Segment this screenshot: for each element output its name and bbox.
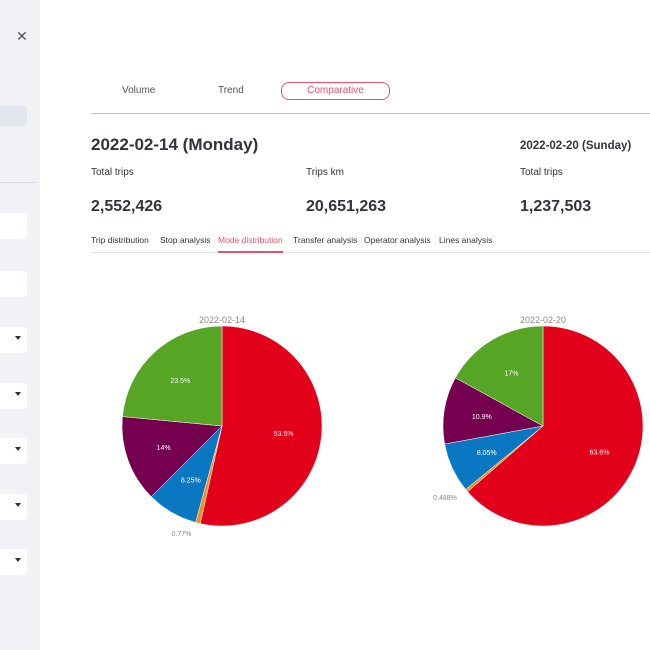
subtab-transfer-analysis[interactable]: Transfer analysis	[293, 235, 358, 245]
sidebar-select[interactable]	[0, 438, 27, 464]
sidebar-select[interactable]	[0, 549, 27, 575]
subtab-operator-analysis[interactable]: Operator analysis	[364, 235, 431, 245]
chevron-down-icon	[15, 558, 21, 562]
slice-label: 0.488%	[433, 495, 457, 502]
slice-label: 14%	[157, 445, 171, 452]
sidebar-selected-item[interactable]	[0, 106, 27, 126]
pie-title: 2022-02-20	[520, 315, 566, 325]
tab-volume[interactable]: Volume	[122, 85, 156, 96]
chevron-down-icon	[15, 503, 21, 507]
left-date-title: 2022-02-14 (Monday)	[91, 135, 259, 154]
slice-label: 17%	[504, 371, 518, 378]
close-icon[interactable]: ✕	[16, 28, 28, 44]
pie-slice[interactable]	[122, 325, 223, 427]
metric-value: 1,237,503	[520, 198, 592, 215]
slice-label: 23.5%	[170, 378, 190, 385]
sidebar-input[interactable]	[0, 213, 27, 239]
subtab-trip-distribution[interactable]: Trip distribution	[91, 235, 149, 245]
analysis-tabs: Trip distribution Stop analysis Mode dis…	[91, 234, 650, 253]
metric-label: Total trips	[520, 167, 563, 178]
slice-label: 8.25%	[181, 478, 201, 485]
pie-slice[interactable]	[121, 416, 223, 498]
sidebar-select[interactable]	[0, 383, 27, 409]
sidebar-select[interactable]	[0, 327, 27, 353]
divider	[0, 182, 37, 183]
metric-label: Trips km	[306, 167, 344, 178]
slice-label: 8.05%	[477, 450, 497, 457]
sidebar-select[interactable]	[0, 494, 27, 520]
sidebar: ✕	[0, 0, 40, 650]
pie-chart: 2022-02-20 63.6% 0.488% 8.05% 10.9% 17%	[433, 315, 644, 527]
subtab-lines-analysis[interactable]: Lines analysis	[439, 235, 493, 245]
pie-title: 2022-02-14	[199, 315, 245, 325]
pie-chart: 2022-02-14 53.5% 0.77% 8.25% 14% 23.5%	[121, 315, 323, 538]
sidebar-input[interactable]	[0, 271, 27, 297]
metric-value: 2,552,426	[91, 198, 163, 215]
slice-label: 63.6%	[590, 450, 610, 457]
chevron-down-icon	[15, 447, 21, 451]
main-tabs: Volume Trend Comparative	[91, 82, 650, 114]
slice-label: 0.77%	[172, 531, 192, 538]
pie-slice[interactable]	[455, 325, 544, 427]
pie-slice[interactable]	[199, 325, 323, 527]
slice-label: 53.5%	[274, 431, 294, 438]
tab-trend[interactable]: Trend	[218, 85, 244, 96]
right-date-title: 2022-02-20 (Sunday)	[520, 140, 632, 152]
chevron-down-icon	[15, 336, 21, 340]
pie-slice[interactable]	[442, 377, 544, 445]
subtab-stop-analysis[interactable]: Stop analysis	[160, 235, 211, 245]
metric-value: 20,651,263	[306, 198, 387, 215]
chevron-down-icon	[15, 392, 21, 396]
tab-comparative[interactable]: Comparative	[281, 82, 390, 100]
metric-label: Total trips	[91, 167, 134, 178]
pie-slice[interactable]	[467, 325, 644, 527]
subtab-mode-distribution[interactable]: Mode distribution	[218, 235, 283, 253]
slice-label: 10.9%	[472, 414, 492, 421]
